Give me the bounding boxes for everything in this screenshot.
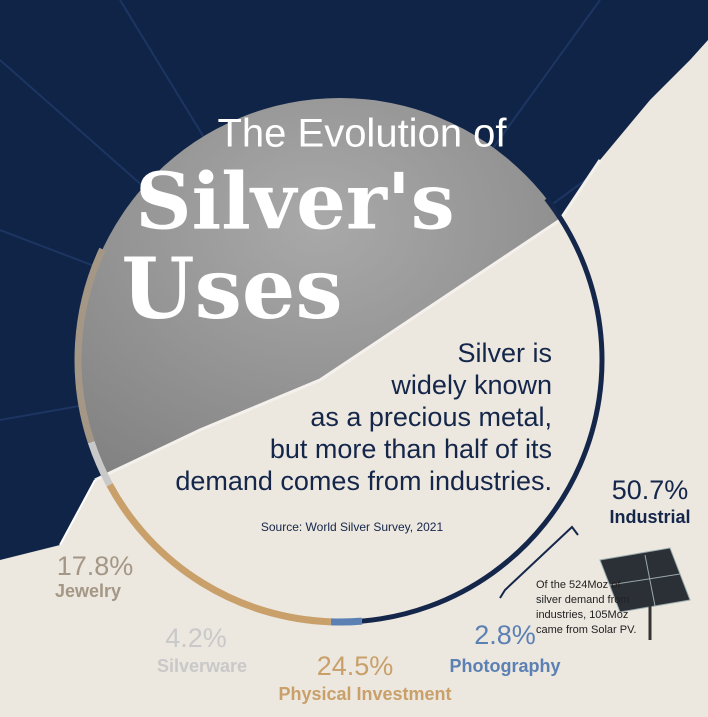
arc-segment [330, 617, 363, 626]
arc-segment [106, 483, 331, 626]
arc-segment [74, 247, 106, 444]
title: The Evolution of [217, 112, 507, 156]
category-label: Photography [450, 656, 561, 676]
category-label: Jewelry [55, 581, 121, 601]
description: widely known [390, 370, 552, 400]
value-label: 50.7% [612, 475, 689, 505]
description: Silver is [457, 338, 552, 368]
description: demand comes from industries. [175, 466, 552, 496]
value-label: 4.2% [165, 623, 227, 653]
category-label: Physical Investment [278, 684, 451, 704]
note: silver demand from [536, 594, 630, 606]
description: but more than half of its [270, 434, 552, 464]
category-label: Industrial [609, 507, 690, 527]
title: Silver's [135, 157, 454, 248]
note: industries, 105Moz [536, 609, 628, 621]
source: Source: World Silver Survey, 2021 [261, 520, 444, 534]
value-label: 17.8% [57, 551, 134, 581]
arc-segment [87, 440, 113, 487]
tear-edge [59, 479, 96, 546]
note: Of the 524Moz of [536, 579, 621, 591]
bracket [499, 525, 579, 599]
paper [0, 40, 708, 717]
description: as a precious metal, [310, 402, 552, 432]
value-label: 2.8% [474, 620, 536, 650]
arc-segment [361, 197, 605, 624]
note: came from Solar PV. [536, 624, 636, 636]
category-label: Silverware [157, 656, 247, 676]
solar-panel [599, 547, 691, 640]
title: Uses [121, 239, 342, 338]
tear-edge [94, 159, 602, 482]
value-label: 24.5% [317, 651, 394, 681]
